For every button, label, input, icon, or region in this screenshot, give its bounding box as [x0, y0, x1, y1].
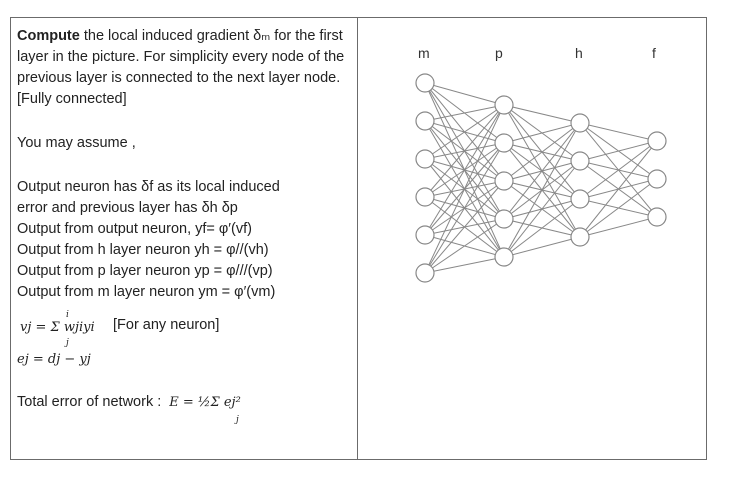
node-h-3 [570, 227, 590, 247]
edge-m5-p2 [424, 180, 505, 274]
equation-vj: i vj = Σ wjiyi [For any neuron] j [17, 309, 352, 348]
sum-lower: j [66, 338, 69, 348]
line-0: Output neuron has δf as its local induce… [17, 179, 280, 195]
line-4: Output from p layer neuron yp = φ///(vp) [17, 263, 273, 279]
edge-p4-h2 [503, 198, 581, 258]
assume-line: You may assume , [17, 135, 136, 151]
layer-label-f: f [652, 45, 656, 61]
node-f-1 [647, 169, 667, 189]
column-divider [357, 17, 358, 460]
line-2: Output from output neuron, yf= φ′(vf) [17, 221, 252, 237]
node-h-2 [570, 189, 590, 209]
equation-total-error: Total error of network : E = ½Σ ej² j [17, 392, 352, 428]
node-h-1 [570, 151, 590, 171]
eq-ej: ej = dj − yj [17, 352, 91, 367]
node-p-3 [494, 209, 514, 229]
line-5: Output from m layer neuron ym = φ′(vm) [17, 284, 276, 300]
edge-p0-h0 [503, 104, 581, 124]
edge-m3-p0 [424, 104, 505, 198]
node-p-1 [494, 133, 514, 153]
node-p-2 [494, 171, 514, 191]
node-f-2 [647, 207, 667, 227]
node-m-0 [415, 73, 435, 93]
edge-m5-p1 [424, 142, 505, 274]
edge-h3-f0 [579, 140, 658, 238]
node-p-0 [494, 95, 514, 115]
node-m-4 [415, 225, 435, 245]
edge-m2-p0 [424, 104, 505, 160]
node-f-0 [647, 131, 667, 151]
question-text: Compute the local induced gradient δₘ fo… [17, 26, 352, 428]
network-svg [415, 73, 667, 283]
lead-rest: the local induced gradient δₘ for the fi… [17, 28, 345, 107]
network-diagram: m p h f [358, 17, 707, 460]
eq-vj: vj = Σ wjiyi [20, 320, 95, 335]
edge-h3-f1 [579, 178, 658, 238]
edge-h3-f2 [579, 216, 658, 238]
total-error-lower: j [236, 415, 239, 425]
node-p-4 [494, 247, 514, 267]
edge-p1-h0 [503, 122, 581, 144]
edge-h2-f0 [579, 140, 658, 200]
node-m-3 [415, 187, 435, 207]
node-m-1 [415, 111, 435, 131]
edge-h1-f0 [579, 140, 658, 162]
line-1: error and previous layer has δh δp [17, 200, 238, 216]
edge-m5-p3 [424, 218, 505, 274]
edge-p4-h1 [503, 160, 581, 258]
layer-label-p: p [495, 45, 503, 61]
line-3: Output from h layer neuron yh = φ//(vh) [17, 242, 269, 258]
edge-p3-h0 [503, 122, 581, 220]
edge-h0-f0 [579, 122, 658, 142]
edge-p4-h3 [503, 236, 581, 258]
edge-p4-h0 [503, 122, 581, 258]
question-frame [10, 17, 707, 460]
eq-vj-note: [For any neuron] [113, 317, 220, 333]
sum-upper: i [66, 310, 69, 320]
layer-label-m: m [418, 45, 430, 61]
total-error-label: Total error of network : [17, 394, 162, 410]
edge-p2-h0 [503, 122, 581, 182]
node-m-2 [415, 149, 435, 169]
edge-m0-p0 [424, 82, 505, 106]
layer-label-h: h [575, 45, 583, 61]
edge-m5-p0 [424, 104, 505, 274]
edge-m1-p0 [424, 104, 505, 122]
edge-m4-p0 [424, 104, 505, 236]
lead-bold: Compute [17, 28, 80, 44]
total-error-formula: E = ½Σ ej² [169, 395, 241, 410]
question-intro: Compute the local induced gradient δₘ fo… [17, 26, 352, 110]
edge-m5-p4 [424, 256, 505, 274]
node-m-5 [415, 263, 435, 283]
node-h-0 [570, 113, 590, 133]
